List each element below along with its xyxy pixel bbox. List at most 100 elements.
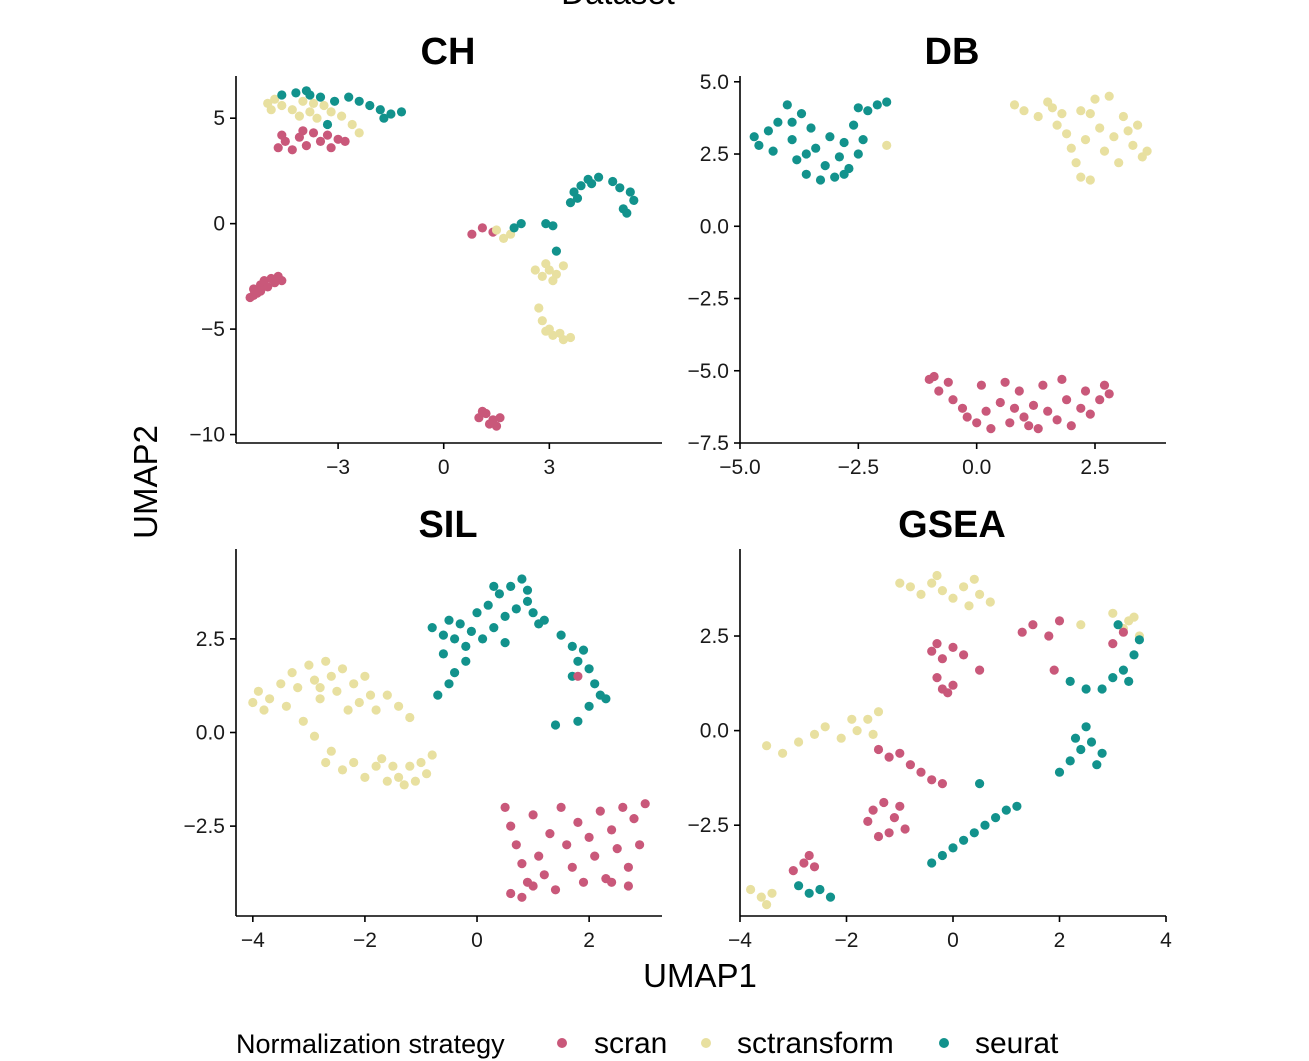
point-sctransform: [1057, 109, 1067, 119]
point-seurat: [801, 149, 811, 159]
point-seurat: [1081, 684, 1091, 694]
point-sctransform: [337, 111, 347, 121]
point-scran: [934, 386, 944, 396]
point-seurat: [375, 105, 385, 115]
point-seurat: [853, 149, 863, 159]
point-scran: [590, 851, 600, 861]
point-scran: [333, 134, 343, 144]
x-tick-label: −4: [728, 929, 752, 952]
point-scran: [927, 775, 937, 785]
x-tick-label: −2: [353, 929, 377, 952]
point-scran: [976, 380, 987, 390]
x-tick-label: 0: [947, 929, 959, 952]
y-tick-label: 0: [213, 213, 225, 236]
point-seurat: [768, 146, 778, 156]
point-seurat: [450, 668, 460, 678]
point-sctransform: [360, 671, 370, 681]
panel-title-db: DB: [925, 31, 980, 73]
point-seurat: [516, 219, 526, 229]
panel-title-gsea: GSEA: [898, 504, 1006, 546]
point-scran: [595, 806, 605, 816]
point-seurat: [1092, 760, 1102, 770]
point-scran: [900, 824, 910, 834]
point-seurat: [427, 623, 437, 633]
point-seurat: [629, 195, 639, 205]
point-sctransform: [809, 729, 820, 740]
point-scran: [477, 223, 487, 233]
point-seurat: [622, 208, 632, 218]
point-seurat: [1086, 737, 1097, 747]
point-sctransform: [820, 722, 830, 732]
point-scran: [629, 814, 639, 824]
point-scran: [884, 828, 894, 838]
point-sctransform: [354, 128, 364, 138]
point-scran: [534, 851, 544, 861]
point-sctransform: [294, 111, 304, 121]
point-scran: [640, 799, 650, 809]
point-sctransform: [1123, 126, 1133, 136]
point-sctransform: [905, 582, 916, 592]
point-scran: [948, 680, 958, 690]
point-scran: [612, 844, 622, 854]
point-seurat: [541, 219, 551, 229]
point-seurat: [444, 615, 454, 625]
point-scran: [889, 813, 900, 823]
point-scran: [1000, 377, 1010, 387]
point-scran: [972, 418, 982, 428]
point-seurat: [584, 701, 594, 711]
point-seurat: [572, 193, 583, 203]
point-seurat: [1070, 733, 1081, 743]
point-scran: [868, 805, 878, 815]
point-sctransform: [349, 679, 359, 689]
point-seurat: [1108, 673, 1118, 683]
point-seurat: [969, 828, 979, 838]
point-seurat: [494, 589, 504, 599]
point-seurat: [806, 123, 816, 133]
point-scran: [995, 397, 1005, 408]
point-sctransform: [360, 772, 370, 783]
x-tick-label: 0: [438, 456, 450, 479]
point-sctransform: [1118, 111, 1128, 122]
point-seurat: [379, 113, 389, 123]
point-seurat: [980, 820, 990, 830]
y-tick-label: 2.5: [700, 625, 729, 648]
point-seurat: [500, 638, 510, 648]
point-seurat: [444, 679, 454, 689]
point-sctransform: [558, 261, 569, 271]
point-scran: [957, 403, 968, 413]
point-sctransform: [932, 570, 942, 581]
point-seurat: [565, 198, 576, 208]
point-sctransform: [298, 716, 308, 726]
point-seurat: [506, 581, 516, 592]
point-scran: [562, 840, 572, 850]
point-sctransform: [1108, 608, 1118, 618]
point-scran: [491, 421, 502, 431]
point-scran: [635, 840, 645, 850]
point-scran: [1118, 627, 1128, 637]
point-seurat: [820, 161, 830, 171]
point-seurat: [396, 107, 407, 117]
points-gsea: [746, 570, 1144, 910]
point-seurat: [1134, 635, 1144, 645]
x-tick-label: 2.5: [1080, 456, 1109, 479]
point-sctransform: [298, 96, 308, 106]
point-seurat: [277, 90, 287, 100]
point-seurat: [584, 664, 594, 674]
panel-sil: SIL −4 −2 0 2 −2.5 0.0 2.5: [184, 504, 662, 952]
point-sctransform: [937, 586, 948, 596]
point-scran: [322, 130, 333, 140]
point-scran: [895, 748, 905, 758]
x-tick-label: −5.0: [719, 456, 760, 479]
point-scran: [1080, 386, 1091, 396]
point-scran: [545, 829, 555, 839]
point-scran: [873, 831, 884, 842]
point-seurat: [830, 172, 840, 182]
point-seurat: [796, 109, 807, 119]
point-sctransform: [1129, 612, 1139, 622]
point-seurat: [849, 120, 859, 130]
point-seurat: [522, 585, 533, 595]
point-seurat: [792, 155, 802, 165]
point-sctransform: [321, 656, 331, 666]
point-scran: [506, 821, 516, 831]
point-sctransform: [1104, 91, 1114, 101]
